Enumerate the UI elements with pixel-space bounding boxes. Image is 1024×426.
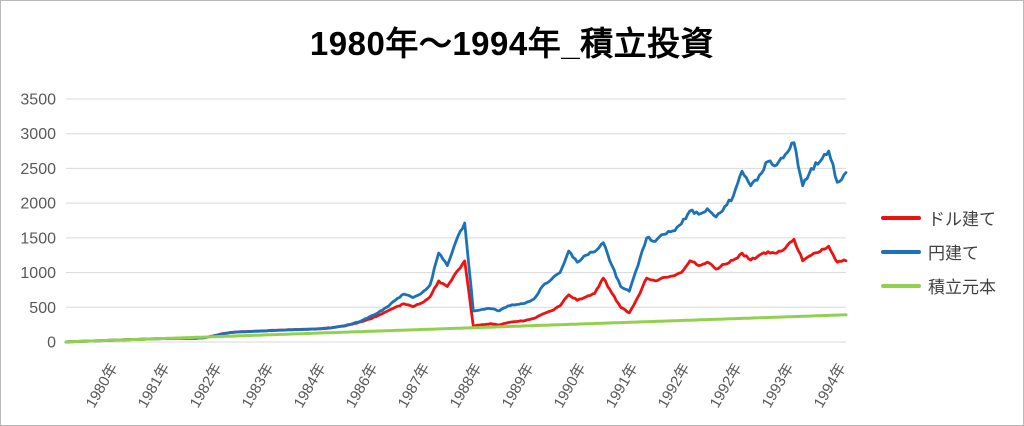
y-axis-labels: 0 500 1000 1500 2000 2500 3000 3500 <box>20 92 56 352</box>
series-line-principal <box>64 313 848 344</box>
x-axis-tick-label: 1983年 <box>239 361 278 411</box>
legend-item-yen: 円建て <box>881 241 996 263</box>
x-axis-tick-label: 1986年 <box>343 361 382 411</box>
legend-label-principal: 積立元本 <box>928 278 996 297</box>
x-axis-tick-label: 1994年 <box>811 361 850 411</box>
legend-label-yen: 円建て <box>928 244 979 263</box>
y-axis-tick-label: 3500 <box>20 92 56 109</box>
x-axis-tick-label: 1991年 <box>603 361 642 411</box>
series-line-yen <box>64 141 848 344</box>
x-axis-tick-label: 1982年 <box>187 361 226 411</box>
y-axis-tick-label: 3000 <box>20 126 56 143</box>
legend-swatch-yen <box>881 249 921 254</box>
legend-label-dollar: ドル建て <box>928 210 996 229</box>
x-axis-tick-label: 1987年 <box>395 361 434 411</box>
chart-legend: ドル建て 円建て 積立元本 <box>881 207 996 297</box>
gridlines <box>66 98 846 343</box>
x-axis-tick-label: 1992年 <box>655 361 694 411</box>
series-line-dollar <box>64 237 848 344</box>
x-axis-tick-label: 1989年 <box>499 361 538 411</box>
y-axis-tick-label: 2500 <box>20 161 56 178</box>
chart-title: 1980年〜1994年_積立投資 <box>309 25 715 62</box>
y-axis-tick-label: 1000 <box>20 265 56 282</box>
x-axis-tick-label: 1988年 <box>447 361 486 411</box>
legend-item-principal: 積立元本 <box>881 275 996 297</box>
x-axis-tick-label: 1993年 <box>759 361 798 411</box>
y-axis-tick-label: 500 <box>29 300 56 317</box>
legend-swatch-principal <box>881 283 921 288</box>
x-axis-tick-label: 1992年 <box>707 361 746 411</box>
legend-swatch-dollar <box>881 215 921 220</box>
x-axis-tick-label: 1980年 <box>83 361 122 411</box>
x-axis-tick-label: 1990年 <box>551 361 590 411</box>
legend-item-dollar: ドル建て <box>881 207 996 229</box>
x-axis-tick-label: 1981年 <box>135 361 174 411</box>
x-axis-tick-label: 1984年 <box>291 361 330 411</box>
x-axis-labels: 1980年 1981年 1982年 1983年 1984年 1986年 1987年 1988年… <box>83 361 850 411</box>
y-axis-tick-label: 2000 <box>20 196 56 213</box>
y-axis-tick-label: 0 <box>47 335 56 352</box>
y-axis-tick-label: 1500 <box>20 230 56 247</box>
series-lines <box>64 141 848 344</box>
